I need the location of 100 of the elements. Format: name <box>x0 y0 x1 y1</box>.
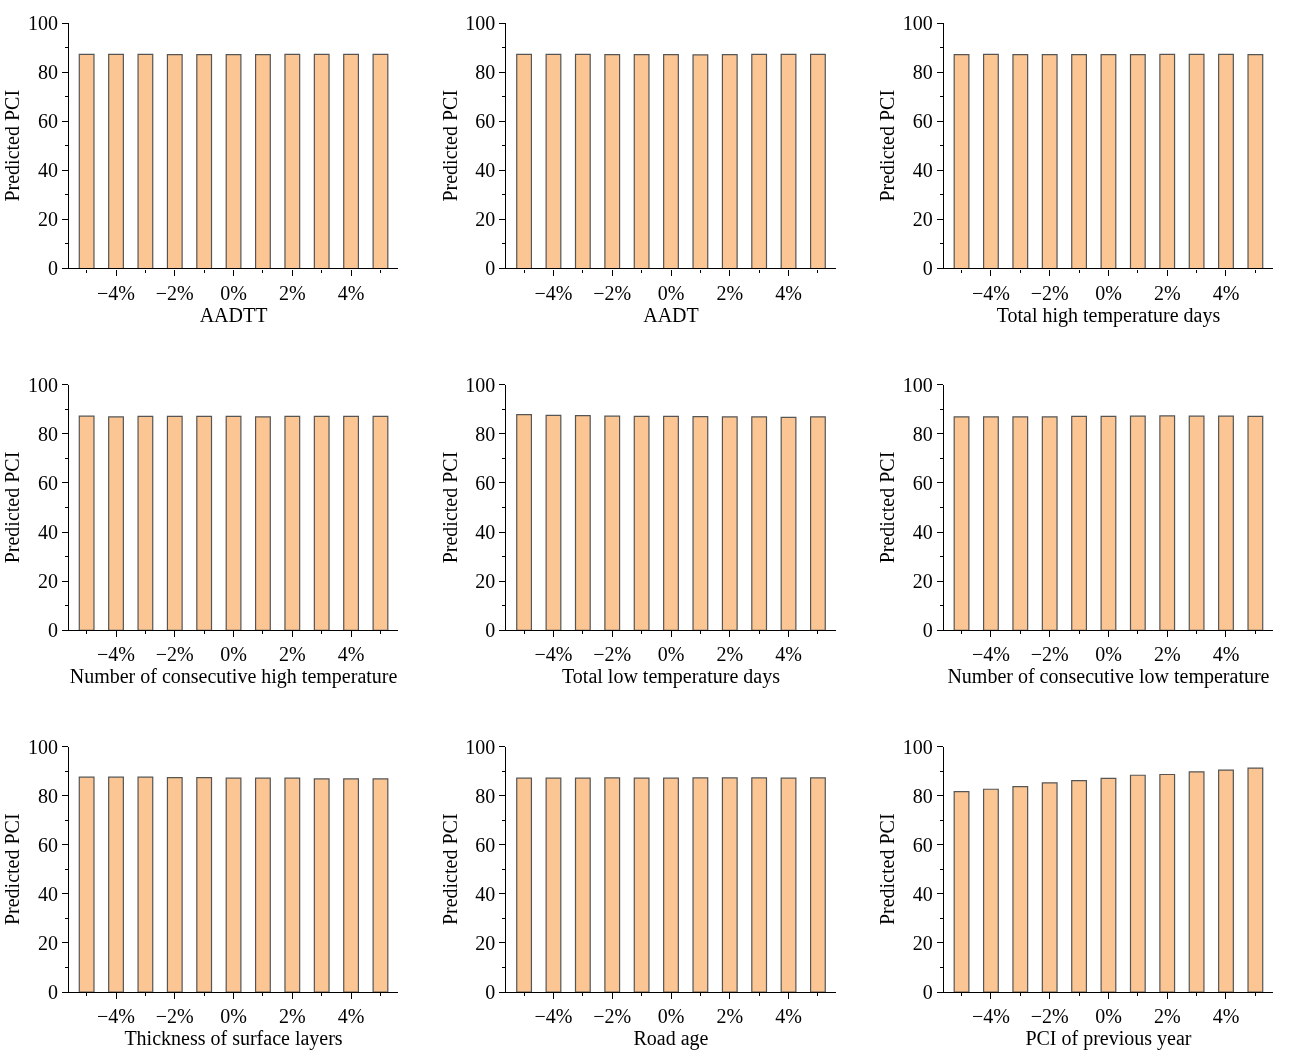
y-tick-label: 100 <box>902 12 933 34</box>
y-tick-label: 100 <box>27 373 58 396</box>
x-tick-label: −4% <box>971 1005 1010 1028</box>
bar <box>1100 777 1117 992</box>
bar <box>953 791 970 992</box>
y-axis-title: Predicted PCI <box>876 451 899 564</box>
x-tick-label: 2% <box>1153 1005 1181 1028</box>
x-axis-title: Number of consecutive low temperature <box>947 665 1270 689</box>
y-tick-label: 40 <box>475 159 496 182</box>
y-tick-label: 20 <box>912 570 933 593</box>
x-tick-label: −2% <box>1030 281 1069 304</box>
y-tick-label: 40 <box>912 521 933 544</box>
y-tick-label: 40 <box>912 159 933 182</box>
y-tick-label: 100 <box>902 373 933 396</box>
x-tick-label: 4% <box>1212 1005 1240 1028</box>
bar <box>1071 780 1088 992</box>
x-tick-label: 2% <box>716 1005 744 1028</box>
y-tick-label: 100 <box>902 735 933 758</box>
x-tick-label: −4% <box>534 281 573 304</box>
y-axis-title: Predicted PCI <box>876 89 899 202</box>
x-tick-label: −2% <box>1030 1005 1069 1028</box>
y-tick-label: 60 <box>475 110 496 133</box>
y-tick-label: 100 <box>27 735 58 758</box>
y-tick-label: 100 <box>465 373 496 396</box>
bar <box>1188 771 1205 992</box>
bar <box>1159 773 1176 992</box>
y-tick-label: 100 <box>27 12 58 34</box>
y-tick-label: 0 <box>922 981 933 1003</box>
y-tick-label: 60 <box>912 833 933 856</box>
x-tick-label: −4% <box>534 1005 573 1028</box>
x-tick-label: 0% <box>220 643 247 666</box>
y-tick-label: 20 <box>912 931 933 954</box>
x-tick-label: −4% <box>97 1005 135 1028</box>
x-tick-label: 2% <box>716 281 744 304</box>
y-tick-label: 60 <box>37 110 58 133</box>
x-tick-label: 4% <box>337 281 365 304</box>
y-tick-label: 80 <box>912 784 933 807</box>
y-tick-label: 20 <box>475 931 496 954</box>
x-tick-label: −2% <box>1030 643 1069 666</box>
y-tick-label: 60 <box>475 833 496 856</box>
y-tick-label: 0 <box>485 257 496 280</box>
x-tick-label: 0% <box>657 643 685 666</box>
x-axis-title: Number of consecutive high temperature <box>69 665 398 689</box>
x-tick-label: −4% <box>534 643 573 666</box>
x-tick-label: 2% <box>278 281 306 304</box>
x-tick-label: 2% <box>1153 281 1181 304</box>
y-axis-title: Predicted PCI <box>438 451 461 564</box>
x-axis-title: PCI of previous year <box>1025 1027 1192 1051</box>
y-tick-label: 60 <box>37 833 58 856</box>
y-axis-title: Predicted PCI <box>438 89 461 202</box>
x-tick-label: 2% <box>278 1005 306 1028</box>
y-tick-label: 100 <box>465 12 496 34</box>
bar <box>1129 774 1146 992</box>
x-tick-label: −4% <box>97 643 135 666</box>
y-tick-label: 80 <box>912 422 933 445</box>
bar <box>1041 782 1058 992</box>
y-tick-label: 0 <box>47 981 58 1003</box>
y-tick-label: 0 <box>47 619 58 642</box>
y-tick-label: 60 <box>912 471 933 494</box>
x-tick-label: −2% <box>155 643 194 666</box>
x-tick-label: −2% <box>155 281 194 304</box>
x-tick-label: 2% <box>278 643 306 666</box>
y-tick-label: 20 <box>475 208 496 231</box>
y-tick-label: 0 <box>922 257 933 280</box>
y-tick-label: 80 <box>37 422 58 445</box>
bar <box>982 788 999 992</box>
y-tick-label: 80 <box>37 61 58 84</box>
x-tick-label: 0% <box>657 1005 685 1028</box>
y-tick-label: 80 <box>475 784 496 807</box>
y-tick-label: 60 <box>475 471 496 494</box>
y-axis-title: Predicted PCI <box>1 813 24 926</box>
x-tick-label: 2% <box>716 643 744 666</box>
bar <box>1218 769 1234 992</box>
y-tick-label: 40 <box>37 882 58 905</box>
y-tick-label: 20 <box>37 208 58 231</box>
x-axis-title: AADT <box>643 303 699 326</box>
x-tick-label: −2% <box>593 1005 632 1028</box>
y-tick-label: 0 <box>485 981 496 1003</box>
y-axis-title: Predicted PCI <box>1 89 24 202</box>
x-tick-label: 4% <box>775 1005 802 1028</box>
x-tick-label: 4% <box>337 643 365 666</box>
y-tick-label: 80 <box>475 61 496 84</box>
y-tick-label: 80 <box>912 61 933 84</box>
y-tick-label: 20 <box>37 931 58 954</box>
x-tick-label: 0% <box>657 281 685 304</box>
y-tick-label: 60 <box>912 110 933 133</box>
y-tick-label: 40 <box>912 882 933 905</box>
x-axis-title: Road age <box>633 1027 709 1051</box>
x-tick-label: 0% <box>220 281 247 304</box>
x-axis-title: Total high temperature days <box>996 303 1221 327</box>
y-tick-label: 40 <box>37 159 58 182</box>
y-tick-label: 20 <box>912 208 933 231</box>
y-tick-label: 100 <box>465 735 496 758</box>
x-tick-label: 4% <box>337 1005 365 1028</box>
y-tick-label: 0 <box>47 257 58 280</box>
x-tick-label: 4% <box>775 643 802 666</box>
y-tick-label: 20 <box>37 570 58 593</box>
bar <box>1247 767 1264 992</box>
y-tick-label: 40 <box>475 882 496 905</box>
x-tick-label: −2% <box>593 281 632 304</box>
